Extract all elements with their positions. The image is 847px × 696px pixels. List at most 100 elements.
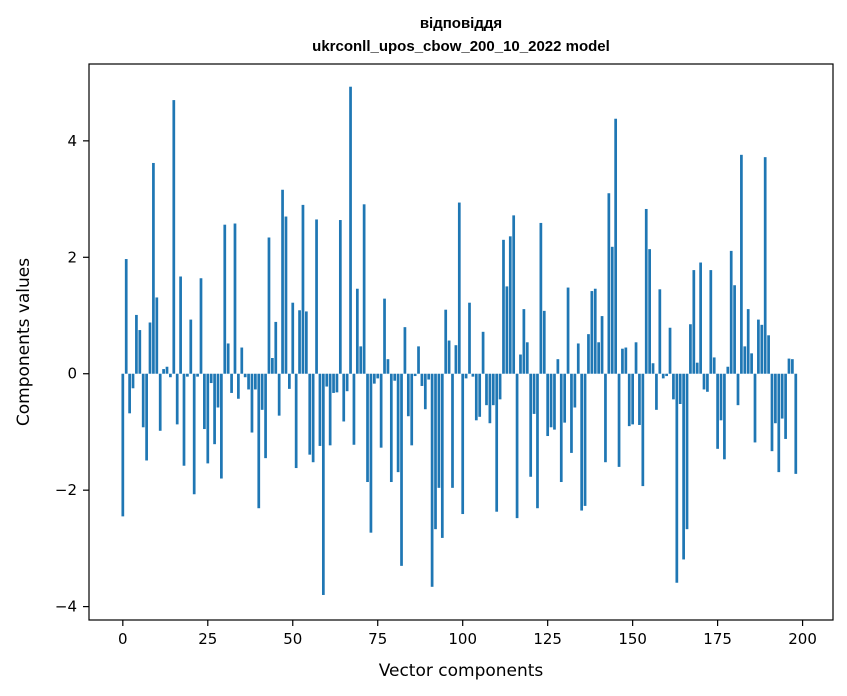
bar-56 <box>311 373 315 463</box>
bar-11 <box>158 373 162 431</box>
bar-112 <box>502 239 505 374</box>
bar-22 <box>196 373 199 377</box>
bar-5 <box>138 330 142 374</box>
bar-58 <box>318 373 322 446</box>
bar-26 <box>209 373 213 384</box>
bar-113 <box>505 286 509 374</box>
x-tick-label: 150 <box>618 630 647 648</box>
bar-59 <box>321 373 325 595</box>
bar-95 <box>444 309 448 374</box>
bar-198 <box>794 373 798 474</box>
bar-68 <box>352 373 356 445</box>
bar-79 <box>389 373 393 483</box>
bar-193 <box>777 373 781 473</box>
bar-194 <box>780 373 784 419</box>
bar-132 <box>570 373 573 453</box>
bar-4 <box>135 314 138 374</box>
bar-35 <box>240 347 244 374</box>
bar-74 <box>372 373 376 384</box>
bar-72 <box>366 373 369 483</box>
bar-82 <box>400 373 403 566</box>
x-tick-label: 75 <box>368 630 387 648</box>
bar-75 <box>376 373 380 379</box>
bar-83 <box>403 327 407 374</box>
bar-90 <box>427 373 431 380</box>
bar-149 <box>627 373 631 427</box>
bar-154 <box>644 208 648 374</box>
bar-106 <box>481 331 485 374</box>
bar-111 <box>498 373 502 400</box>
bar-34 <box>237 373 240 399</box>
bar-114 <box>508 236 512 374</box>
bar-163 <box>675 373 679 583</box>
bar-130 <box>563 373 567 423</box>
bar-9 <box>152 162 155 374</box>
bar-143 <box>607 193 611 374</box>
bar-177 <box>723 373 726 460</box>
bar-77 <box>383 298 386 374</box>
bar-107 <box>485 373 488 406</box>
bar-160 <box>665 373 668 377</box>
bar-36 <box>243 373 247 378</box>
bar-103 <box>471 373 475 377</box>
bar-140 <box>597 342 601 374</box>
bar-38 <box>250 373 254 433</box>
bar-2 <box>128 373 131 414</box>
bar-123 <box>539 222 543 374</box>
bar-120 <box>529 373 533 477</box>
bar-96 <box>447 340 451 374</box>
bar-150 <box>631 373 634 425</box>
bar-73 <box>369 373 373 533</box>
bar-88 <box>420 373 424 386</box>
bar-100 <box>461 373 465 515</box>
bar-179 <box>729 250 733 374</box>
chart-title-line2: ukrconll_upos_cbow_200_10_2022 model <box>312 38 610 55</box>
y-tick-label: −4 <box>55 598 77 616</box>
y-tick-label: 2 <box>67 248 77 266</box>
bar-1 <box>124 259 128 374</box>
bar-169 <box>695 362 699 374</box>
bar-119 <box>525 342 529 374</box>
bar-145 <box>614 118 618 374</box>
bar-93 <box>437 373 441 488</box>
bar-17 <box>179 276 182 374</box>
bar-7 <box>145 373 148 461</box>
bar-191 <box>770 373 774 452</box>
x-tick-label: 100 <box>448 630 477 648</box>
bar-55 <box>308 373 312 455</box>
bar-33 <box>233 223 237 374</box>
bar-189 <box>763 157 767 374</box>
y-axis-label: Components values <box>14 258 34 426</box>
bar-71 <box>362 204 366 374</box>
x-tick-label: 125 <box>533 630 562 648</box>
bar-185 <box>750 353 753 374</box>
x-axis-label: Vector components <box>379 661 544 681</box>
plot-frame <box>88 63 834 621</box>
x-tick-label: 175 <box>703 630 732 648</box>
bar-44 <box>271 358 274 374</box>
bar-187 <box>757 319 760 374</box>
bar-39 <box>254 373 257 390</box>
bar-61 <box>328 373 332 446</box>
bar-101 <box>464 373 468 379</box>
bar-series <box>121 86 798 595</box>
bar-10 <box>155 297 159 374</box>
bar-13 <box>165 366 169 374</box>
bar-105 <box>478 373 482 417</box>
bar-175 <box>716 373 719 449</box>
bar-76 <box>379 373 383 448</box>
bar-182 <box>740 154 743 374</box>
bar-124 <box>542 310 546 374</box>
bar-115 <box>512 215 516 374</box>
bar-28 <box>216 373 220 408</box>
bar-65 <box>342 373 346 422</box>
bar-162 <box>672 373 675 400</box>
bar-184 <box>746 309 750 374</box>
bar-122 <box>536 373 539 509</box>
bar-16 <box>175 373 179 425</box>
bar-139 <box>593 288 597 374</box>
bar-180 <box>733 285 736 374</box>
bar-158 <box>658 289 662 374</box>
bar-92 <box>434 373 437 530</box>
